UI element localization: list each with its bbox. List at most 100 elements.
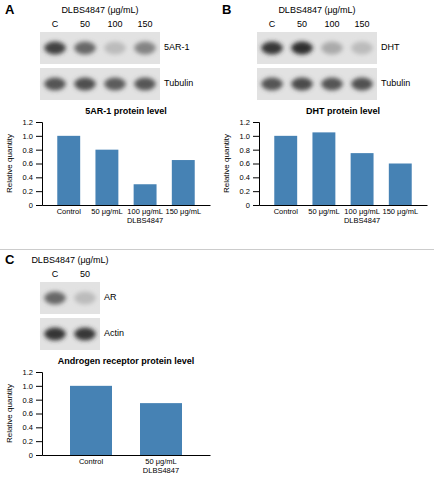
bar (134, 184, 157, 205)
x-tick-label: 100 μg/mLDLBS4847 (344, 207, 380, 225)
x-tick-label-line: DLBS4847 (143, 466, 179, 475)
bar (70, 386, 112, 455)
blot-band (261, 42, 283, 55)
lane-label: 100 (324, 19, 339, 29)
y-tick-mark (36, 372, 42, 373)
y-tick: 1.2 (23, 118, 42, 127)
x-tick: 50 μg/mLDLBS4847 (143, 457, 179, 475)
blot-band (134, 42, 156, 55)
y-tick-mark (36, 164, 42, 165)
blot-band (74, 78, 96, 91)
lane-label: 150 (137, 19, 152, 29)
band-label: DHT (381, 42, 400, 52)
blot-background (40, 282, 100, 314)
x-tick-label: 50 μg/mL (91, 207, 122, 216)
y-tick-mark (36, 150, 42, 151)
chart-title: DHT protein level (306, 106, 380, 116)
blot-band (291, 42, 313, 55)
y-tick-mark (36, 400, 42, 401)
bars (70, 386, 182, 455)
y-tick-label: 0 (29, 201, 33, 210)
blot-band (44, 328, 66, 341)
x-tick-label-line: 150 μg/mL (382, 207, 418, 216)
y-axis-title: Relative quantity (5, 384, 14, 443)
y-tick: 1.2 (240, 118, 259, 127)
y-tick-mark (253, 164, 259, 165)
panel-label: C (5, 252, 15, 267)
blot-band (261, 78, 283, 91)
y-tick-mark (253, 122, 259, 123)
y-tick-mark (36, 122, 42, 123)
blot-band (104, 42, 126, 55)
chart-title: 5AR-1 protein level (85, 106, 167, 116)
panel-label: B (222, 2, 231, 17)
x-tick-label-line: Control (57, 207, 82, 216)
y-tick: 1.0 (240, 132, 259, 141)
y-tick-label: 1.0 (240, 132, 250, 141)
y-axis-title: Relative quantity (5, 134, 14, 193)
y-tick: 0.4 (23, 423, 42, 432)
blot-background (40, 68, 160, 100)
band-label: Actin (104, 328, 124, 338)
blot-band (74, 292, 96, 305)
x-tick-label-line: Control (274, 207, 299, 216)
y-axis-line (36, 123, 43, 206)
y-tick: 0.8 (23, 396, 42, 405)
y-tick-mark (253, 191, 259, 192)
y-tick: 0.6 (240, 159, 259, 168)
bar (351, 153, 374, 205)
y-tick-label: 0.2 (240, 187, 250, 196)
y-tick: 0.2 (240, 187, 259, 196)
x-tick-label: 50 μg/mLDLBS4847 (143, 457, 179, 475)
x-tick: 150 μg/mL (382, 207, 418, 216)
blot-row: Tubulin (40, 68, 193, 100)
y-axis-title: Relative quantity (222, 134, 231, 193)
x-tick-label-line: Control (79, 457, 104, 466)
y-tick-label: 0.6 (23, 159, 33, 168)
blot-band (321, 78, 343, 91)
x-axis-line (43, 205, 211, 206)
x-tick-label: Control (79, 457, 104, 466)
y-tick-label: 0.4 (23, 423, 33, 432)
y-tick: 0.2 (23, 437, 42, 446)
y-tick: 0.6 (23, 409, 42, 418)
x-tick-label: 50 μg/mL (308, 207, 339, 216)
blot-background (257, 32, 377, 64)
x-tick-label-line: 50 μg/mL (308, 207, 339, 216)
y-tick-mark (36, 191, 42, 192)
y-axis: 00.20.40.60.81.01.2 (23, 368, 43, 460)
bar (312, 132, 335, 205)
y-tick: 0.4 (23, 173, 42, 182)
y-tick-label: 0.8 (23, 146, 33, 155)
x-axis: Control50 μg/mL100 μg/mLDLBS4847150 μg/m… (43, 206, 211, 225)
y-axis: 0 0.2 0.4 0.6 0.8 1.0 1.2 (23, 118, 43, 210)
y-tick-label: 0.2 (23, 187, 33, 196)
y-tick-label: 0.6 (240, 159, 250, 168)
y-tick-mark (253, 177, 259, 178)
blot-band (44, 78, 66, 91)
x-tick-label-line: DLBS4847 (344, 216, 380, 225)
x-tick: 100 μg/mLDLBS4847 (344, 207, 380, 225)
x-tick: 50 μg/mL (91, 207, 122, 216)
y-tick-mark (36, 177, 42, 178)
lane-label: C (52, 19, 59, 29)
y-tick-label: 0.4 (23, 173, 33, 182)
x-tick: 50 μg/mL (308, 207, 339, 216)
x-tick-label: Control (274, 207, 299, 216)
lane-label: 150 (354, 19, 369, 29)
y-tick: 0.6 (23, 159, 42, 168)
y-tick-mark (36, 136, 42, 137)
x-axis-line (260, 205, 428, 206)
y-tick: 1.0 (23, 382, 42, 391)
y-tick-label: 1.0 (23, 132, 33, 141)
x-axis: Control 50 μg/mLDLBS4847 (43, 456, 211, 475)
blot-band (44, 292, 66, 305)
bar (140, 403, 182, 455)
y-tick: 0.8 (23, 146, 42, 155)
bar (172, 160, 195, 205)
y-tick: 0 (29, 451, 42, 460)
x-tick: Control (274, 207, 299, 216)
x-tick-label-line: DLBS4847 (127, 216, 163, 225)
y-tick-label: 1.2 (23, 118, 33, 127)
y-tick: 0.4 (240, 173, 259, 182)
